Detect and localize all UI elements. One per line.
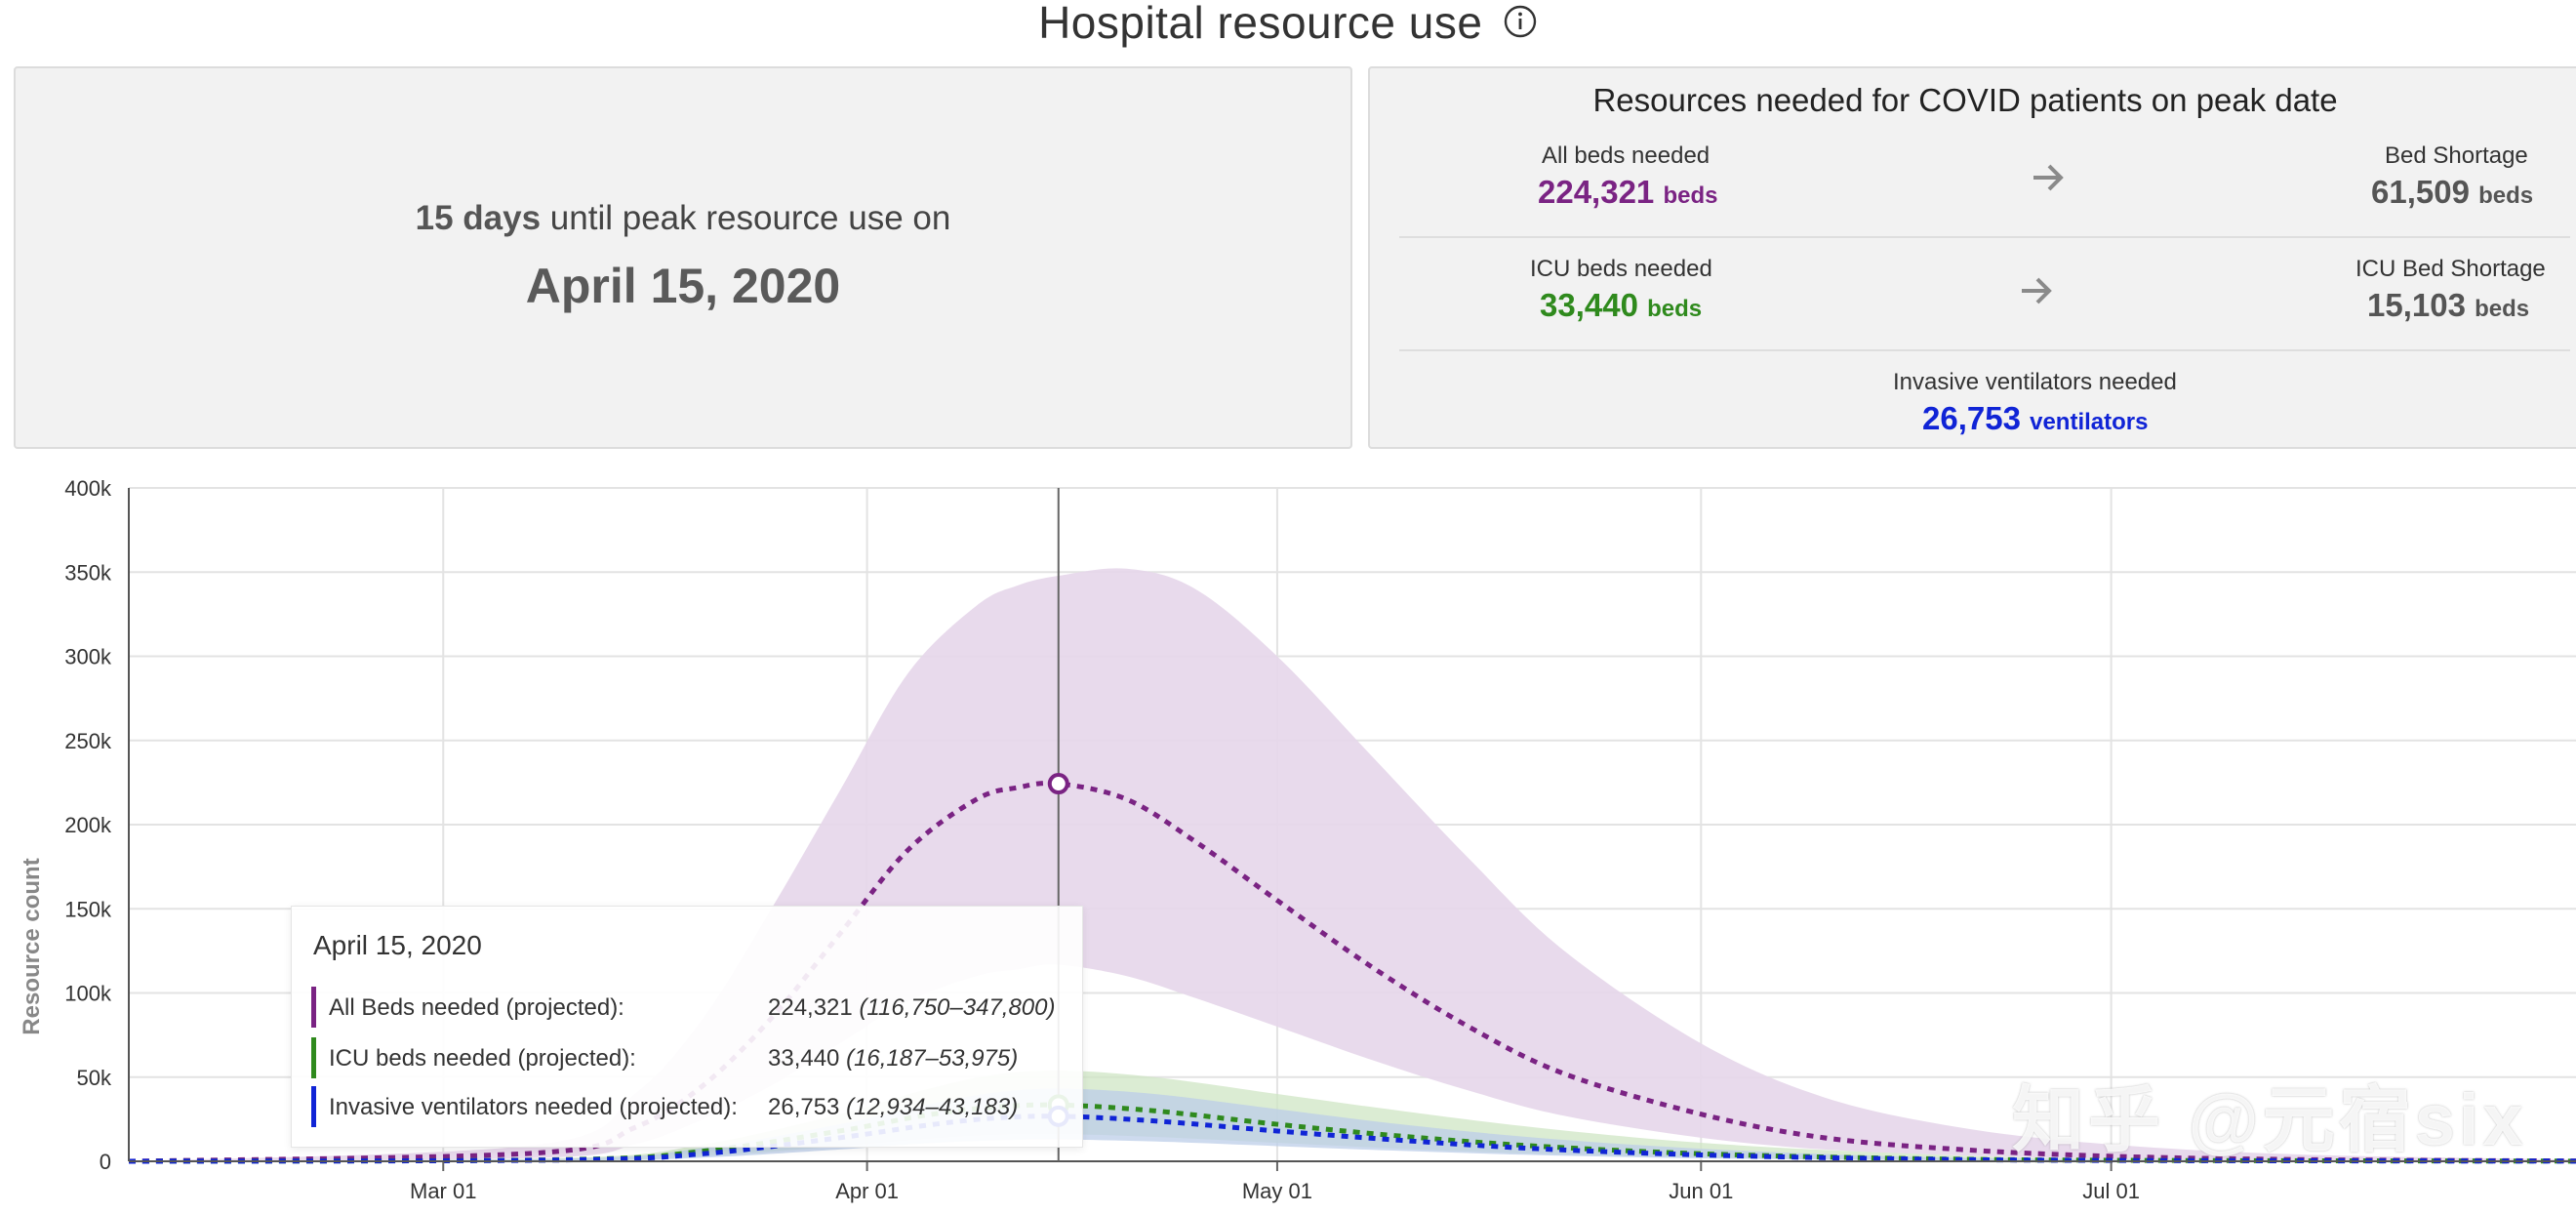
ventilators-number: 26,753 bbox=[1922, 400, 2021, 436]
peak-days: 15 days bbox=[415, 199, 542, 237]
ventilators-unit: ventilators bbox=[2030, 409, 2149, 435]
all-beds-peak-point bbox=[1047, 773, 1069, 795]
tooltip-value: 33,440 (16,187–53,975) bbox=[768, 1045, 1018, 1072]
y-tick-label: 350k bbox=[64, 560, 112, 585]
x-tick-label: May 01 bbox=[1242, 1179, 1312, 1203]
y-tick-label: 100k bbox=[64, 982, 112, 1006]
y-tick-label: 300k bbox=[64, 645, 112, 669]
tooltip-row-ventilators: Invasive ventilators needed (projected):… bbox=[311, 1086, 1072, 1127]
chart-tooltip: April 15, 2020 All Beds needed (projecte… bbox=[291, 906, 1083, 1148]
tooltip-date: April 15, 2020 bbox=[313, 930, 482, 960]
tooltip-swatch bbox=[311, 987, 316, 1028]
tooltip-number: 33,440 bbox=[768, 1045, 840, 1072]
ventilators-label: Invasive ventilators needed bbox=[1893, 369, 2177, 395]
all-beds-unit: beds bbox=[1663, 182, 1718, 209]
icu-shortage-value: 15,103 beds bbox=[2367, 287, 2529, 324]
page-title: Hospital resource use bbox=[1038, 0, 1483, 48]
peak-date: April 15, 2020 bbox=[525, 259, 841, 313]
x-tick-label: Jul 01 bbox=[2082, 1179, 2140, 1203]
x-tick-label: Apr 01 bbox=[835, 1179, 899, 1203]
title-row: Hospital resource use bbox=[0, 0, 2576, 47]
peak-days-suffix: until peak resource use on bbox=[541, 199, 951, 237]
tooltip-label: All Beds needed (projected): bbox=[329, 994, 624, 1021]
tooltip-swatch bbox=[311, 1086, 316, 1127]
y-axis-title: Resource count bbox=[19, 858, 45, 1034]
axes: 0 50k 100k 150k 200k 250k 300k 350k 400k Mar 01 Ap… bbox=[64, 476, 2576, 1203]
ventilators-line bbox=[128, 1113, 2576, 1164]
tooltip-number: 224,321 bbox=[768, 994, 853, 1021]
y-tick-label: 150k bbox=[64, 897, 112, 921]
all-beds-value: 224,321 beds bbox=[1538, 174, 1717, 211]
icu-shortage-label: ICU Bed Shortage bbox=[2355, 256, 2546, 282]
icu-beds-number: 33,440 bbox=[1540, 287, 1638, 323]
y-tick-label: 0 bbox=[100, 1150, 111, 1174]
icu-beds-value: 33,440 beds bbox=[1540, 287, 1702, 324]
icu-beds-label: ICU beds needed bbox=[1530, 256, 1712, 282]
tooltip-row-all-beds: All Beds needed (projected): 224,321 (11… bbox=[311, 987, 1072, 1028]
x-tick-label: Jun 01 bbox=[1669, 1179, 1733, 1203]
divider bbox=[1399, 236, 2570, 238]
arrow-right-icon bbox=[2033, 164, 2064, 191]
resources-heading: Resources needed for COVID patients on p… bbox=[1592, 82, 2338, 118]
tooltip-number: 26,753 bbox=[768, 1094, 840, 1120]
bed-shortage-value: 61,509 beds bbox=[2371, 174, 2533, 211]
icu-shortage-number: 15,103 bbox=[2367, 287, 2466, 323]
peak-summary-panel: 15 days until peak resource use on April… bbox=[14, 66, 1352, 449]
tooltip-label: ICU beds needed (projected): bbox=[329, 1045, 636, 1072]
resources-panel: Resources needed for COVID patients on p… bbox=[1368, 66, 2576, 449]
bed-shortage-label: Bed Shortage bbox=[2385, 142, 2528, 169]
bed-shortage-number: 61,509 bbox=[2371, 174, 2470, 210]
tooltip-range: (12,934–43,183) bbox=[846, 1094, 1019, 1120]
all-beds-number: 224,321 bbox=[1538, 174, 1655, 210]
tooltip-value: 224,321 (116,750–347,800) bbox=[768, 994, 1056, 1022]
info-icon[interactable] bbox=[1503, 4, 1538, 39]
y-tick-label: 250k bbox=[64, 729, 112, 753]
watermark: 知乎 @元宿six bbox=[2012, 1079, 2527, 1160]
peak-countdown: 15 days until peak resource use on bbox=[16, 199, 1350, 238]
x-tick-label: Mar 01 bbox=[410, 1179, 476, 1203]
y-tick-label: 50k bbox=[77, 1066, 112, 1090]
tooltip-label: Invasive ventilators needed (projected): bbox=[329, 1094, 738, 1120]
ventilators-value: 26,753 ventilators bbox=[1922, 400, 2148, 437]
divider bbox=[1399, 349, 2570, 351]
y-tick-label: 200k bbox=[64, 813, 112, 837]
tooltip-swatch bbox=[311, 1037, 316, 1078]
arrow-right-icon bbox=[2022, 277, 2052, 304]
tooltip-range: (16,187–53,975) bbox=[846, 1045, 1019, 1072]
tooltip-value: 26,753 (12,934–43,183) bbox=[768, 1094, 1018, 1121]
all-beds-label: All beds needed bbox=[1542, 142, 1711, 169]
tooltip-row-icu: ICU beds needed (projected): 33,440 (16,… bbox=[311, 1037, 1072, 1078]
tooltip-range: (116,750–347,800) bbox=[859, 994, 1056, 1021]
y-tick-label: 400k bbox=[64, 476, 112, 501]
icu-shortage-unit: beds bbox=[2475, 296, 2530, 322]
bed-shortage-unit: beds bbox=[2478, 182, 2534, 209]
icu-beds-unit: beds bbox=[1647, 296, 1703, 322]
